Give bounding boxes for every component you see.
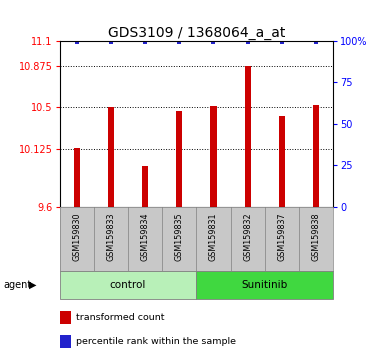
- Text: transformed count: transformed count: [76, 313, 164, 322]
- Bar: [108, 107, 114, 207]
- Text: GSM159834: GSM159834: [141, 212, 150, 261]
- Text: Sunitinib: Sunitinib: [241, 280, 288, 290]
- Text: GSM159831: GSM159831: [209, 212, 218, 261]
- Bar: [60, 311, 70, 324]
- Bar: [142, 166, 148, 207]
- Text: percentile rank within the sample: percentile rank within the sample: [76, 337, 236, 346]
- Bar: [176, 110, 182, 207]
- Title: GDS3109 / 1368064_a_at: GDS3109 / 1368064_a_at: [108, 26, 285, 40]
- Bar: [210, 106, 216, 207]
- Bar: [313, 105, 319, 207]
- Point: [176, 40, 182, 45]
- Point: [244, 40, 251, 45]
- Text: GSM159838: GSM159838: [311, 212, 320, 261]
- Text: GSM159835: GSM159835: [175, 212, 184, 261]
- Text: GSM159833: GSM159833: [106, 212, 115, 261]
- Point: [313, 40, 319, 45]
- Point: [108, 40, 114, 45]
- Text: GSM159832: GSM159832: [243, 212, 252, 261]
- Bar: [279, 116, 285, 207]
- Point: [142, 40, 148, 45]
- Point: [279, 40, 285, 45]
- Text: control: control: [110, 280, 146, 290]
- Text: agent: agent: [4, 280, 32, 290]
- Point: [74, 40, 80, 45]
- Point: [210, 40, 216, 45]
- Bar: [60, 271, 196, 299]
- Text: GSM159830: GSM159830: [72, 212, 81, 261]
- Text: GSM159837: GSM159837: [277, 212, 286, 261]
- Bar: [60, 335, 70, 348]
- Text: ▶: ▶: [29, 280, 36, 290]
- Bar: [196, 271, 333, 299]
- Bar: [244, 66, 251, 207]
- Bar: [74, 148, 80, 207]
